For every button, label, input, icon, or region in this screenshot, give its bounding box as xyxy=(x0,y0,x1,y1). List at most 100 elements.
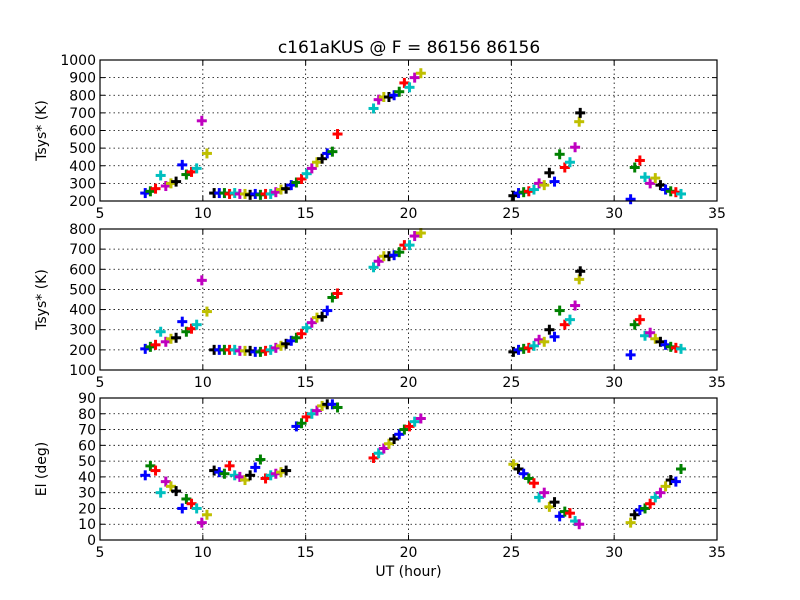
data-point xyxy=(513,464,524,474)
data-point xyxy=(564,508,575,519)
panel-2: 5 10 15 20 25 30 35 100 200 300 400 500 600 700 800 Tsy… xyxy=(34,222,726,391)
data-point xyxy=(150,339,161,350)
data-point xyxy=(191,319,202,330)
data-point xyxy=(286,180,297,191)
data-point xyxy=(201,148,212,159)
data-point xyxy=(327,399,338,410)
x-tick-label: 15 xyxy=(297,206,315,222)
data-point xyxy=(570,142,581,153)
data-point xyxy=(378,443,389,454)
data-point xyxy=(322,305,333,316)
data-point xyxy=(634,155,645,166)
data-point xyxy=(306,317,317,328)
data-point xyxy=(327,146,338,157)
data-point xyxy=(549,331,560,342)
y-tick-label: 700 xyxy=(69,242,96,258)
data-point xyxy=(523,342,534,353)
data-point xyxy=(625,349,636,360)
data-point xyxy=(660,339,671,350)
data-point xyxy=(270,187,281,198)
data-point xyxy=(191,503,202,514)
data-point xyxy=(650,333,661,344)
data-point xyxy=(140,470,151,481)
data-point xyxy=(660,481,671,492)
data-point xyxy=(291,177,302,188)
data-point xyxy=(383,92,394,103)
x-tick-label: 25 xyxy=(502,375,520,391)
data-point xyxy=(291,332,302,343)
y-tick-label: 0 xyxy=(87,533,96,549)
data-point xyxy=(250,462,261,473)
data-point xyxy=(145,186,156,197)
data-point xyxy=(191,163,202,174)
data-point xyxy=(245,470,256,481)
data-point xyxy=(255,454,266,465)
data-point xyxy=(415,228,426,239)
data-point xyxy=(544,501,555,512)
data-point xyxy=(574,116,585,127)
data-point xyxy=(373,448,384,459)
data-point xyxy=(286,335,297,346)
x-tick-label: 35 xyxy=(708,545,726,561)
data-point xyxy=(239,475,250,486)
y-tick-label: 200 xyxy=(69,194,96,210)
data-point xyxy=(650,173,661,184)
data-point xyxy=(368,103,379,114)
data-point xyxy=(534,492,545,503)
data-point xyxy=(389,250,400,261)
data-point xyxy=(559,162,570,173)
x-tick-label: 35 xyxy=(708,375,726,391)
data-point xyxy=(655,336,666,347)
data-point xyxy=(625,517,636,528)
data-point xyxy=(539,180,550,191)
data-point xyxy=(415,413,426,424)
data-point xyxy=(645,178,656,189)
data-point xyxy=(645,327,656,338)
x-tick-label: 10 xyxy=(194,206,212,222)
data-point xyxy=(399,424,410,435)
data-point xyxy=(670,187,681,198)
data-point xyxy=(332,402,343,413)
data-point xyxy=(640,503,651,514)
data-point xyxy=(186,166,197,177)
data-point xyxy=(399,77,410,88)
y-tick-label: 400 xyxy=(69,303,96,319)
data-point xyxy=(181,326,192,337)
data-point xyxy=(275,467,286,478)
data-point xyxy=(634,314,645,325)
data-point xyxy=(281,338,292,349)
y-axis-label: El (deg) xyxy=(34,442,50,497)
data-point xyxy=(177,503,188,514)
data-point xyxy=(574,519,585,530)
data-point xyxy=(186,323,197,334)
data-point xyxy=(317,400,328,411)
data-point xyxy=(270,468,281,479)
data-point xyxy=(640,172,651,183)
data-point xyxy=(311,157,322,168)
data-point xyxy=(160,181,171,192)
data-point xyxy=(665,475,676,486)
data-point xyxy=(186,498,197,509)
data-point xyxy=(234,471,245,482)
data-point xyxy=(281,183,292,194)
data-point xyxy=(528,478,539,489)
data-point xyxy=(160,476,171,487)
data-point xyxy=(332,129,343,140)
data-point xyxy=(534,334,545,345)
x-tick-label: 5 xyxy=(96,206,105,222)
data-point xyxy=(373,256,384,267)
data-point xyxy=(181,493,192,504)
data-point xyxy=(394,247,405,258)
chart-title: c161aKUS @ F = 86156 86156 xyxy=(278,38,540,58)
data-point xyxy=(332,288,343,299)
data-point xyxy=(539,336,550,347)
data-point xyxy=(150,183,161,194)
data-point xyxy=(150,465,161,476)
data-point xyxy=(155,487,166,498)
y-tick-label: 300 xyxy=(69,176,96,192)
data-point xyxy=(394,429,405,440)
x-tick-label: 20 xyxy=(400,206,418,222)
data-point xyxy=(145,460,156,471)
data-point xyxy=(165,178,176,189)
data-point xyxy=(629,319,640,330)
